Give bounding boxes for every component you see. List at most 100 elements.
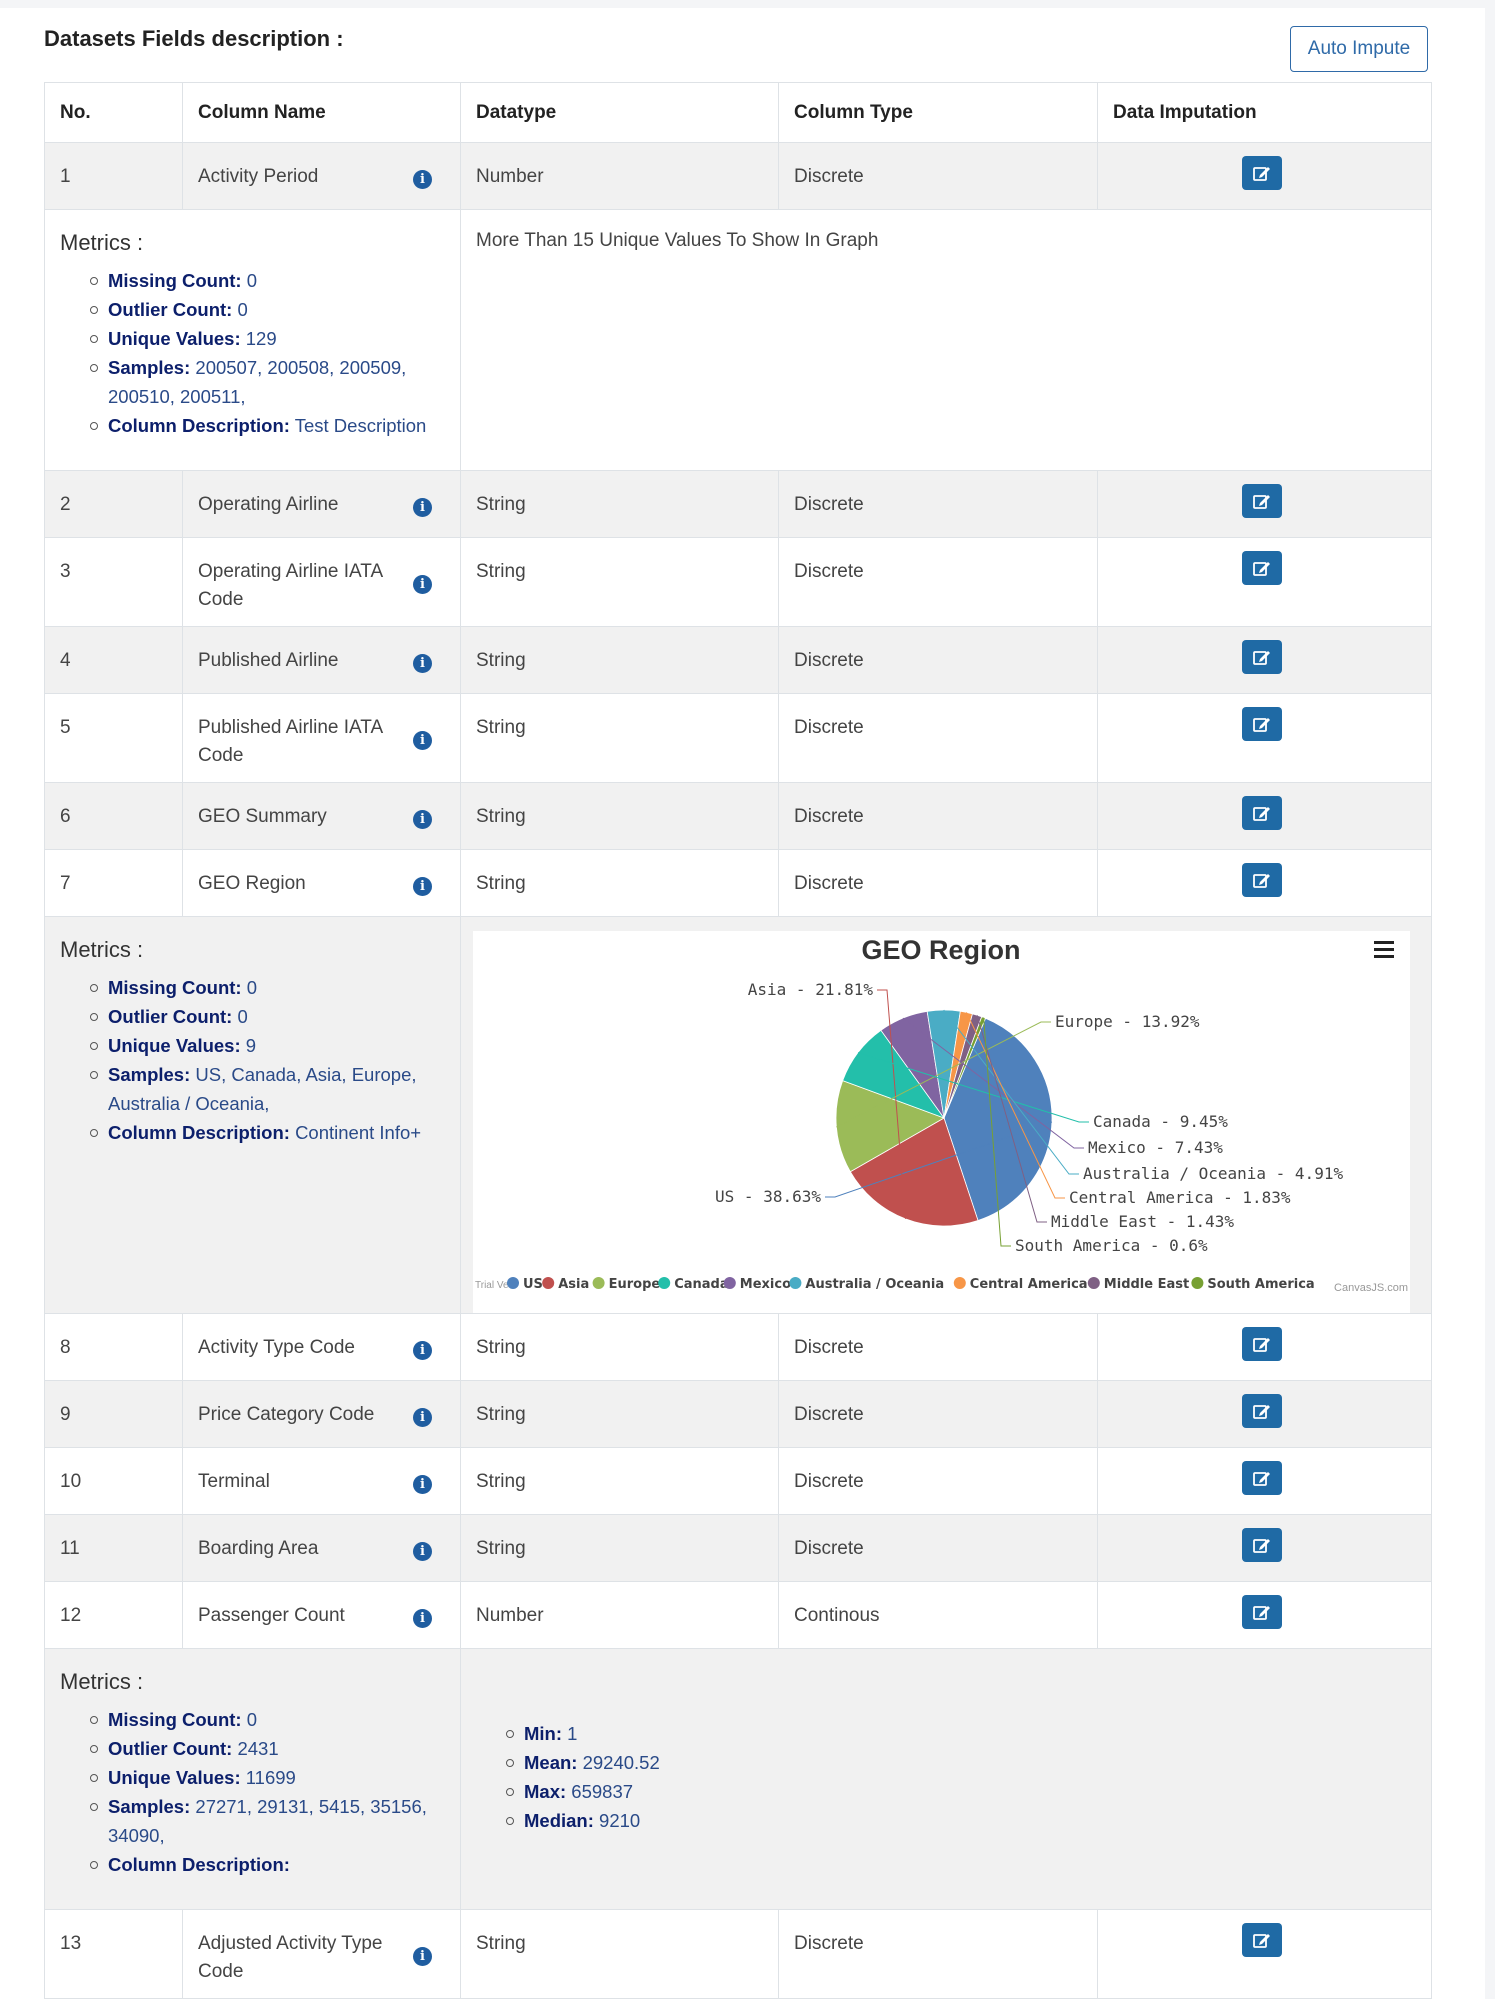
datatype: String [460,626,779,694]
chart-watermark: Trial Ve [475,1280,509,1291]
table-row: 10 Terminal i String Discrete [44,1447,1432,1515]
legend-marker [592,1277,605,1289]
info-icon[interactable]: i [413,654,432,673]
pie-label: South America - 0.6% [1015,1236,1208,1255]
edit-imputation-button[interactable] [1242,1394,1282,1428]
legend-marker [723,1277,736,1289]
row-number: 5 [44,693,183,783]
metric-unique: Unique Values: 11699 [90,1763,445,1792]
header-no: No. [44,82,183,143]
metrics-title: Metrics : [60,230,144,255]
table-row: 9 Price Category Code i String Discrete [44,1380,1432,1448]
edit-icon [1253,718,1270,732]
imputation-cell [1097,693,1432,783]
metric-list: Missing Count: 0 Outlier Count: 2431 Uni… [60,1705,445,1879]
row-number: 9 [44,1380,183,1448]
datatype: String [460,782,779,850]
imputation-cell [1097,1313,1432,1381]
column-type: Discrete [778,1514,1098,1582]
info-icon[interactable]: i [413,1542,432,1561]
edit-icon [1253,1539,1270,1553]
edit-icon [1253,167,1270,181]
column-type: Discrete [778,142,1098,210]
edit-icon [1253,1472,1270,1486]
imputation-cell [1097,1514,1432,1582]
imputation-cell [1097,782,1432,850]
column-name: Passenger Count [198,1605,345,1626]
metrics-cell: Metrics : Missing Count: 0 Outlier Count… [44,916,461,1314]
column-name-cell: GEO Region i [182,849,461,917]
pie-leader-line [965,1012,1065,1199]
metric-unique: Unique Values: 129 [90,324,445,353]
datatype: String [460,1514,779,1582]
info-icon[interactable]: i [413,170,432,189]
column-type: Discrete [778,1380,1098,1448]
legend-item: Asia [558,1277,589,1292]
edit-imputation-button[interactable] [1242,1327,1282,1361]
edit-icon [1253,651,1270,665]
metric-samples: Samples: US, Canada, Asia, Europe, Austr… [90,1060,445,1118]
chart-menu-icon[interactable] [1374,941,1394,962]
info-icon[interactable]: i [413,575,432,594]
row-number: 7 [44,849,183,917]
imputation-cell [1097,1909,1432,1999]
stat-median: Median: 9210 [506,1806,1416,1835]
edit-imputation-button[interactable] [1242,156,1282,190]
edit-imputation-button[interactable] [1242,1461,1282,1495]
metric-outlier: Outlier Count: 2431 [90,1734,445,1763]
column-name: Activity Type Code [198,1337,356,1358]
edit-imputation-button[interactable] [1242,796,1282,830]
metric-missing: Missing Count: 0 [90,973,445,1002]
info-icon[interactable]: i [413,498,432,517]
auto-impute-button[interactable]: Auto Impute [1290,26,1428,72]
legend-item: Central America [970,1277,1088,1292]
column-name: Terminal [198,1471,270,1492]
legend-marker [953,1277,966,1289]
edit-imputation-button[interactable] [1242,1923,1282,1957]
info-icon[interactable]: i [413,1947,432,1966]
legend-marker [658,1277,671,1289]
row-number: 1 [44,142,183,210]
metric-missing: Missing Count: 0 [90,266,445,295]
pie-label: US - 38.63% [715,1187,821,1206]
info-icon[interactable]: i [413,810,432,829]
edit-imputation-button[interactable] [1242,484,1282,518]
header-data-imputation: Data Imputation [1097,82,1432,143]
info-icon[interactable]: i [413,1609,432,1628]
edit-imputation-button[interactable] [1242,640,1282,674]
imputation-cell [1097,849,1432,917]
edit-imputation-button[interactable] [1242,1595,1282,1629]
metric-outlier: Outlier Count: 0 [90,1002,445,1031]
metric-description: Column Description: Test Description [90,411,445,440]
column-name-cell: Boarding Area i [182,1514,461,1582]
imputation-cell [1097,1447,1432,1515]
info-icon[interactable]: i [413,1475,432,1494]
legend-marker [1191,1277,1204,1289]
row-number: 4 [44,626,183,694]
pie-leader-line [902,1017,1084,1149]
pie-slice-south-america [943,1016,987,1119]
pie-label: Australia / Oceania - 4.91% [1083,1164,1343,1183]
column-name: Operating Airline IATA Code [198,561,383,610]
pie-label: Middle East - 1.43% [1051,1212,1234,1231]
metric-samples: Samples: 200507, 200508, 200509, 200510,… [90,353,445,411]
info-icon[interactable]: i [413,731,432,750]
table-row: 7 GEO Region i String Discrete [44,849,1432,917]
metrics-row: Metrics : Missing Count: 0 Outlier Count… [44,1648,1432,1910]
column-name: Price Category Code [198,1404,375,1425]
edit-imputation-button[interactable] [1242,863,1282,897]
edit-imputation-button[interactable] [1242,707,1282,741]
column-type: Discrete [778,470,1098,538]
edit-icon [1253,1606,1270,1620]
info-icon[interactable]: i [413,1408,432,1427]
pie-leader-line [825,1121,1053,1198]
row-number: 8 [44,1313,183,1381]
table-row: 1 Activity Period i Number Discrete [44,142,1432,210]
column-name: Activity Period [198,166,319,187]
table-row: 5 Published Airline IATA Code i String Di… [44,693,1432,783]
edit-imputation-button[interactable] [1242,551,1282,585]
row-number: 6 [44,782,183,850]
info-icon[interactable]: i [413,877,432,896]
info-icon[interactable]: i [413,1341,432,1360]
edit-imputation-button[interactable] [1242,1528,1282,1562]
